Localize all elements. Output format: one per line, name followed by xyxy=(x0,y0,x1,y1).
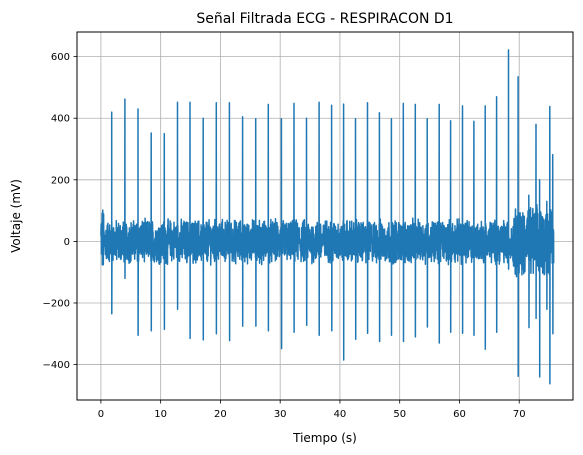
ecg-signal-line xyxy=(100,49,555,385)
x-tick-label: 50 xyxy=(393,409,406,420)
chart-title: Señal Filtrada ECG - RESPIRACON D1 xyxy=(196,11,453,27)
y-tick-label: −400 xyxy=(43,360,70,371)
y-tick-label: 200 xyxy=(51,175,70,186)
x-tick-label: 70 xyxy=(513,409,526,420)
x-tick-label: 40 xyxy=(334,409,347,420)
x-tick-label: 20 xyxy=(214,409,227,420)
x-tick-label: 30 xyxy=(274,409,287,420)
y-tick-label: −200 xyxy=(43,298,70,309)
x-tick-label: 60 xyxy=(453,409,466,420)
y-tick-label: 0 xyxy=(64,237,70,248)
x-tick-label: 0 xyxy=(98,409,104,420)
y-tick-label: 600 xyxy=(51,52,70,63)
x-axis-ticks: 0 10 20 30 40 50 60 70 xyxy=(98,400,526,420)
x-tick-label: 10 xyxy=(154,409,167,420)
y-tick-label: 400 xyxy=(51,114,70,125)
y-axis-label: Voltaje (mV) xyxy=(9,179,23,253)
x-axis-label: Tiempo (s) xyxy=(292,431,357,445)
y-axis-ticks: −400 −200 0 200 400 600 xyxy=(43,52,77,371)
plot-frame xyxy=(76,31,574,401)
